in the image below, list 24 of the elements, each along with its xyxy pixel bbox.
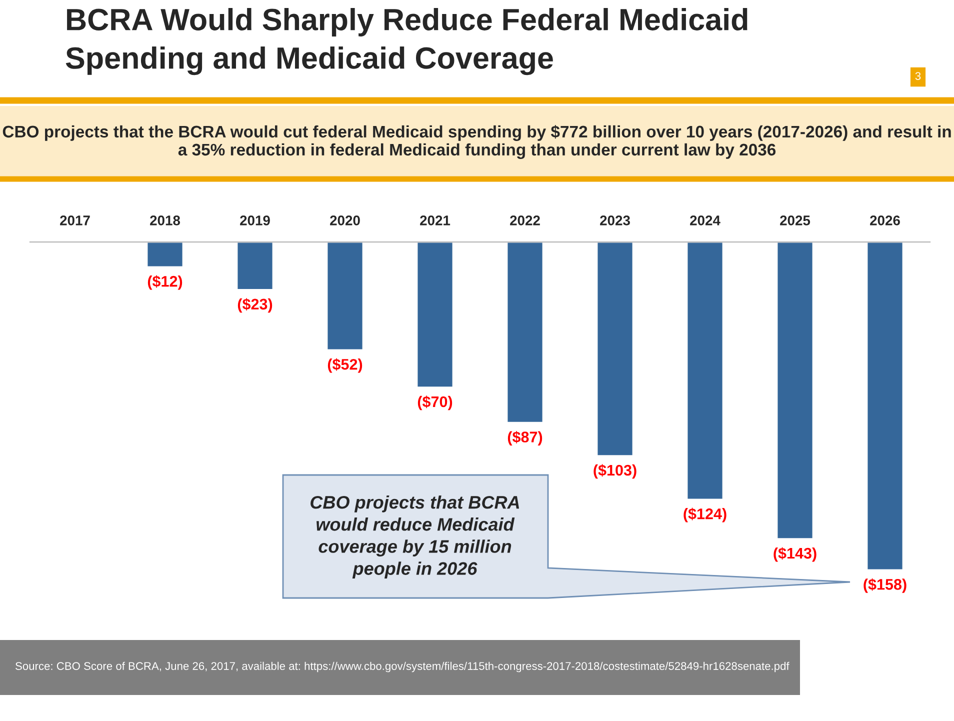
x-tick-label: 2019 — [240, 216, 270, 226]
text: 3 — [915, 72, 921, 80]
chart-subtitle: CBO projects that the BCRA would cut federal Medicaid spending by $772 billion over 10 years (2017-2026) and result in a 35% reduction in federal Medicaid funding than under current law by 2036 — [2, 125, 951, 159]
data-label: ($12) — [148, 275, 182, 290]
x-tick-label: 2022 — [510, 216, 540, 226]
x-tick-label: 2025 — [780, 216, 810, 226]
x-tick-label: 2017 — [60, 216, 90, 226]
x-tick-label: 2026 — [870, 216, 900, 226]
data-label: ($87) — [508, 430, 542, 446]
data-label: ($23) — [238, 298, 272, 313]
x-tick-label: 2024 — [690, 216, 720, 226]
x-tick-label: 2020 — [330, 216, 360, 226]
source-note: Source: CBO Score of BCRA, June 26, 2017, available at: https://www.cbo.gov/system/files/115th-congress-2017-2018/costestimate/52849-hr1628senate.pdf — [16, 662, 790, 672]
data-label: ($124) — [684, 508, 726, 522]
annotation: CBO projects that BCRA would reduce Medicaid coverage by 15 million people in 2026 — [310, 495, 520, 579]
chart-title: BCRA Would Sharply Reduce Federal Medicaid Spending and Medicaid Coverage — [66, 8, 748, 76]
x-tick-label: 2021 — [420, 216, 450, 226]
data-label: ($52) — [328, 358, 362, 373]
data-label: ($143) — [774, 547, 816, 562]
data-label: ($103) — [594, 464, 636, 479]
x-tick-label: 2018 — [150, 216, 180, 226]
data-label: ($70) — [418, 396, 452, 410]
x-tick-label: 2023 — [600, 216, 630, 226]
data-label: ($158) — [864, 578, 906, 593]
